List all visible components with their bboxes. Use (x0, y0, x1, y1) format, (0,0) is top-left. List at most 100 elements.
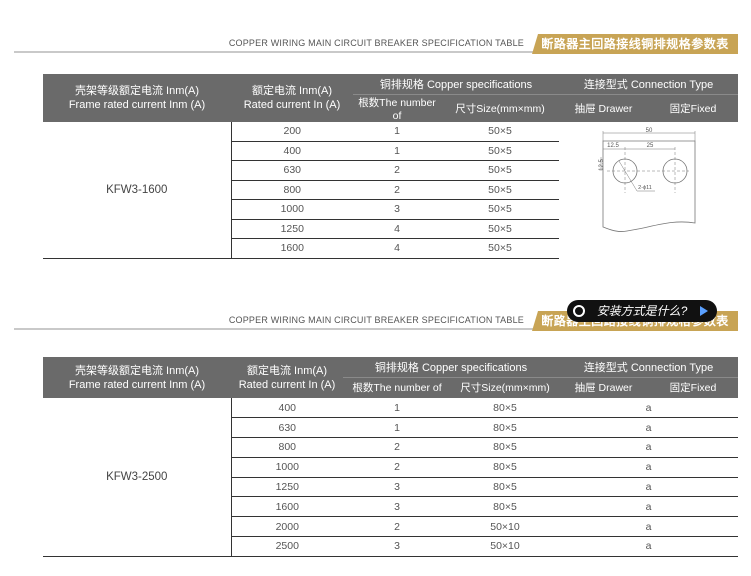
cell-current: 400 (230, 398, 343, 419)
header-rated-current: 额定电流 Inm(A) Rated current In (A) (231, 357, 343, 398)
header-size: 尺寸Size(mm×mm) (441, 94, 560, 122)
dim-total-label: 50 (645, 128, 652, 134)
cell-number: 1 (343, 398, 451, 419)
cell-connection: a (559, 398, 739, 419)
cell-current: 200 (230, 121, 353, 142)
cell-number: 2 (343, 457, 451, 478)
cell-number: 2 (353, 160, 441, 181)
cell-size: 80×5 (451, 417, 560, 439)
header-drawer: 抽屉 Drawer (559, 94, 649, 122)
banner-rule (14, 328, 738, 330)
header-size: 尺寸Size(mm×mm) (451, 377, 560, 398)
banner-title-cn: 断路器主回路接线铜排规格参数表 (532, 34, 738, 54)
cell-number: 2 (353, 180, 441, 200)
cell-size: 80×5 (451, 437, 560, 458)
cell-current: 1600 (230, 496, 343, 518)
cell-size: 50×5 (441, 238, 560, 259)
header-copper-spec: 铜排规格 Copper specifications (353, 74, 560, 95)
header-frame-en: Frame rated current Inm (A) (68, 378, 206, 391)
header-drawer: 抽屉 Drawer (559, 377, 649, 398)
cell-current: 630 (230, 417, 343, 439)
header-fixed: 固定Fixed (648, 94, 739, 122)
header-frame-current: 壳架等级额定电流 Inm(A) Frame rated current Inm … (43, 74, 231, 122)
cell-current: 2000 (230, 516, 343, 538)
spec-table-2500: 壳架等级额定电流 Inm(A) Frame rated current Inm … (43, 357, 739, 557)
cell-connection: a (559, 516, 739, 538)
cell-number: 3 (343, 496, 451, 518)
cell-size: 80×5 (451, 398, 560, 419)
section1-banner: COPPER WIRING MAIN CIRCUIT BREAKER SPECI… (14, 34, 738, 54)
cell-connection: a (559, 496, 739, 518)
chip-dot-icon (573, 305, 585, 317)
cell-size: 50×5 (441, 199, 560, 220)
header-rated-en: Rated current In (A) (238, 378, 336, 391)
cell-number: 3 (343, 536, 451, 557)
cell-current: 800 (230, 437, 343, 458)
cell-number: 2 (343, 516, 451, 538)
header-rated-cn: 额定电流 Inm(A) (246, 364, 328, 377)
chip-label: 安装方式是什么? (596, 304, 688, 318)
cell-number: 1 (353, 121, 441, 142)
cell-current: 630 (230, 160, 353, 181)
cell-size: 50×5 (441, 180, 560, 200)
install-method-chip[interactable]: 安装方式是什么? (567, 300, 717, 322)
spec-table-1600: 壳架等级额定电流 Inm(A) Frame rated current Inm … (43, 74, 739, 259)
header-copper-spec: 铜排规格 Copper specifications (343, 357, 560, 378)
header-fixed: 固定Fixed (648, 377, 739, 398)
header-frame-en: Frame rated current Inm (A) (68, 98, 206, 111)
play-arrow-icon (700, 306, 708, 316)
cell-size: 80×5 (451, 457, 560, 478)
cell-current: 800 (230, 180, 353, 200)
cell-number: 4 (353, 219, 441, 239)
cell-size: 50×5 (441, 141, 560, 161)
cell-size: 80×5 (451, 496, 560, 518)
dim-half-label: 25 (646, 143, 653, 149)
header-frame-cn: 壳架等级额定电流 Inm(A) (74, 84, 200, 97)
cell-number: 2 (343, 437, 451, 458)
header-number: 根数The number of (353, 94, 441, 122)
cell-size: 50×10 (451, 536, 560, 557)
connection-diagram-cell: 50 12.5 25 12.5 2-ϕ11 (559, 122, 738, 259)
banner-rule (14, 51, 738, 53)
model-name: KFW3-2500 (43, 398, 231, 557)
cell-number: 3 (343, 477, 451, 498)
cell-connection: a (559, 437, 739, 458)
header-number: 根数The number of (343, 377, 451, 398)
cell-number: 1 (343, 417, 451, 439)
header-rated-current: 额定电流 Inm(A) Rated current In (A) (231, 74, 353, 122)
cell-current: 1000 (230, 457, 343, 478)
banner-title-en: COPPER WIRING MAIN CIRCUIT BREAKER SPECI… (224, 315, 524, 325)
cell-current: 1600 (230, 238, 353, 259)
model-name: KFW3-1600 (43, 121, 231, 259)
cell-number: 3 (353, 199, 441, 220)
header-connection-type: 连接型式 Connection Type (559, 74, 739, 95)
bolt-hole-left (612, 158, 637, 183)
cell-number: 1 (353, 141, 441, 161)
dim-side-label: 12.5 (599, 158, 605, 170)
cell-connection: a (559, 457, 739, 478)
banner-title-en: COPPER WIRING MAIN CIRCUIT BREAKER SPECI… (224, 38, 524, 48)
cell-size: 50×5 (441, 121, 560, 142)
cell-connection: a (559, 477, 739, 498)
header-frame-current: 壳架等级额定电流 Inm(A) Frame rated current Inm … (43, 357, 231, 398)
busbar-drawing: 50 12.5 25 12.5 2-ϕ11 (599, 128, 695, 232)
cell-current: 2500 (230, 536, 343, 557)
header-frame-cn: 壳架等级额定电流 Inm(A) (74, 364, 200, 377)
header-connection-type: 连接型式 Connection Type (559, 357, 739, 378)
header-rated-en: Rated current In (A) (243, 98, 341, 111)
header-rated-cn: 额定电流 Inm(A) (251, 84, 333, 97)
cell-size: 50×5 (441, 160, 560, 181)
cell-connection: a (559, 417, 739, 439)
cell-size: 80×5 (451, 477, 560, 498)
cell-current: 1000 (230, 199, 353, 220)
cell-number: 4 (353, 238, 441, 259)
cell-size: 50×5 (441, 219, 560, 239)
hole-spec-label: 2-ϕ11 (638, 185, 652, 191)
bolt-hole-right (662, 158, 687, 183)
cell-current: 400 (230, 141, 353, 161)
dim-edge-label: 12.5 (607, 143, 619, 149)
cell-connection: a (559, 536, 739, 557)
cell-current: 1250 (230, 219, 353, 239)
cell-size: 50×10 (451, 516, 560, 538)
cell-current: 1250 (230, 477, 343, 498)
